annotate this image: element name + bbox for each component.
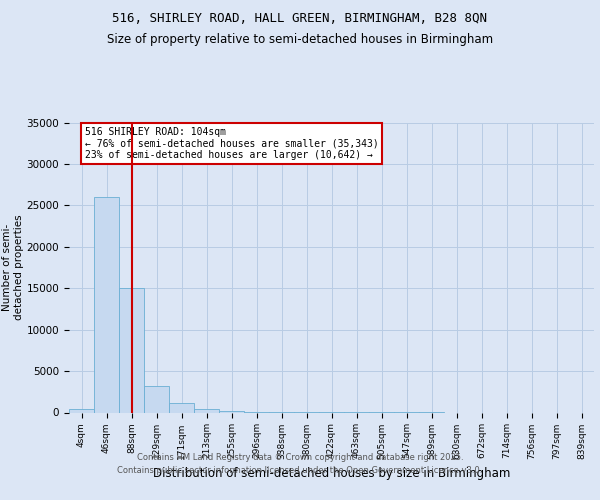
- Text: 516 SHIRLEY ROAD: 104sqm
← 76% of semi-detached houses are smaller (35,343)
23% : 516 SHIRLEY ROAD: 104sqm ← 76% of semi-d…: [85, 127, 379, 160]
- Text: Contains HM Land Registry data © Crown copyright and database right 2025.: Contains HM Land Registry data © Crown c…: [137, 452, 463, 462]
- Bar: [119, 288, 144, 412]
- Text: 516, SHIRLEY ROAD, HALL GREEN, BIRMINGHAM, B28 8QN: 516, SHIRLEY ROAD, HALL GREEN, BIRMINGHA…: [113, 12, 487, 26]
- X-axis label: Distribution of semi-detached houses by size in Birmingham: Distribution of semi-detached houses by …: [153, 467, 510, 480]
- Bar: [69, 409, 94, 412]
- Bar: [144, 386, 169, 412]
- Y-axis label: Number of semi-
detached properties: Number of semi- detached properties: [2, 214, 24, 320]
- Bar: [94, 197, 119, 412]
- Text: Size of property relative to semi-detached houses in Birmingham: Size of property relative to semi-detach…: [107, 32, 493, 46]
- Text: Contains public sector information licensed under the Open Government Licence v3: Contains public sector information licen…: [118, 466, 482, 475]
- Bar: [169, 404, 194, 412]
- Bar: [194, 409, 219, 412]
